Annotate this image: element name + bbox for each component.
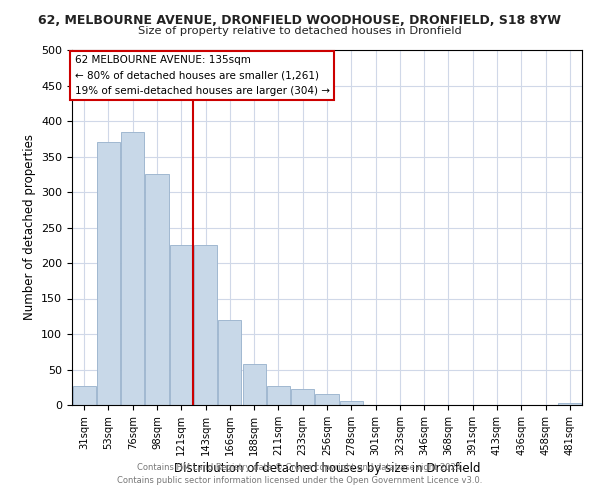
Bar xyxy=(145,174,169,405)
Y-axis label: Number of detached properties: Number of detached properties xyxy=(23,134,35,320)
Text: 62 MELBOURNE AVENUE: 135sqm
← 80% of detached houses are smaller (1,261)
19% of : 62 MELBOURNE AVENUE: 135sqm ← 80% of det… xyxy=(74,56,329,96)
Text: Size of property relative to detached houses in Dronfield: Size of property relative to detached ho… xyxy=(138,26,462,36)
Bar xyxy=(194,246,217,405)
Bar xyxy=(170,246,193,405)
Bar xyxy=(218,320,241,405)
Text: 62, MELBOURNE AVENUE, DRONFIELD WOODHOUSE, DRONFIELD, S18 8YW: 62, MELBOURNE AVENUE, DRONFIELD WOODHOUS… xyxy=(38,14,562,27)
Bar xyxy=(340,402,363,405)
Bar xyxy=(559,403,581,405)
Text: Contains HM Land Registry data © Crown copyright and database right 2024.: Contains HM Land Registry data © Crown c… xyxy=(137,464,463,472)
Bar xyxy=(267,386,290,405)
Bar xyxy=(73,386,95,405)
Bar xyxy=(291,390,314,405)
Bar xyxy=(242,364,266,405)
Bar xyxy=(97,142,120,405)
X-axis label: Distribution of detached houses by size in Dronfield: Distribution of detached houses by size … xyxy=(174,462,480,475)
Bar xyxy=(316,394,338,405)
Text: Contains public sector information licensed under the Open Government Licence v3: Contains public sector information licen… xyxy=(118,476,482,485)
Bar xyxy=(121,132,144,405)
